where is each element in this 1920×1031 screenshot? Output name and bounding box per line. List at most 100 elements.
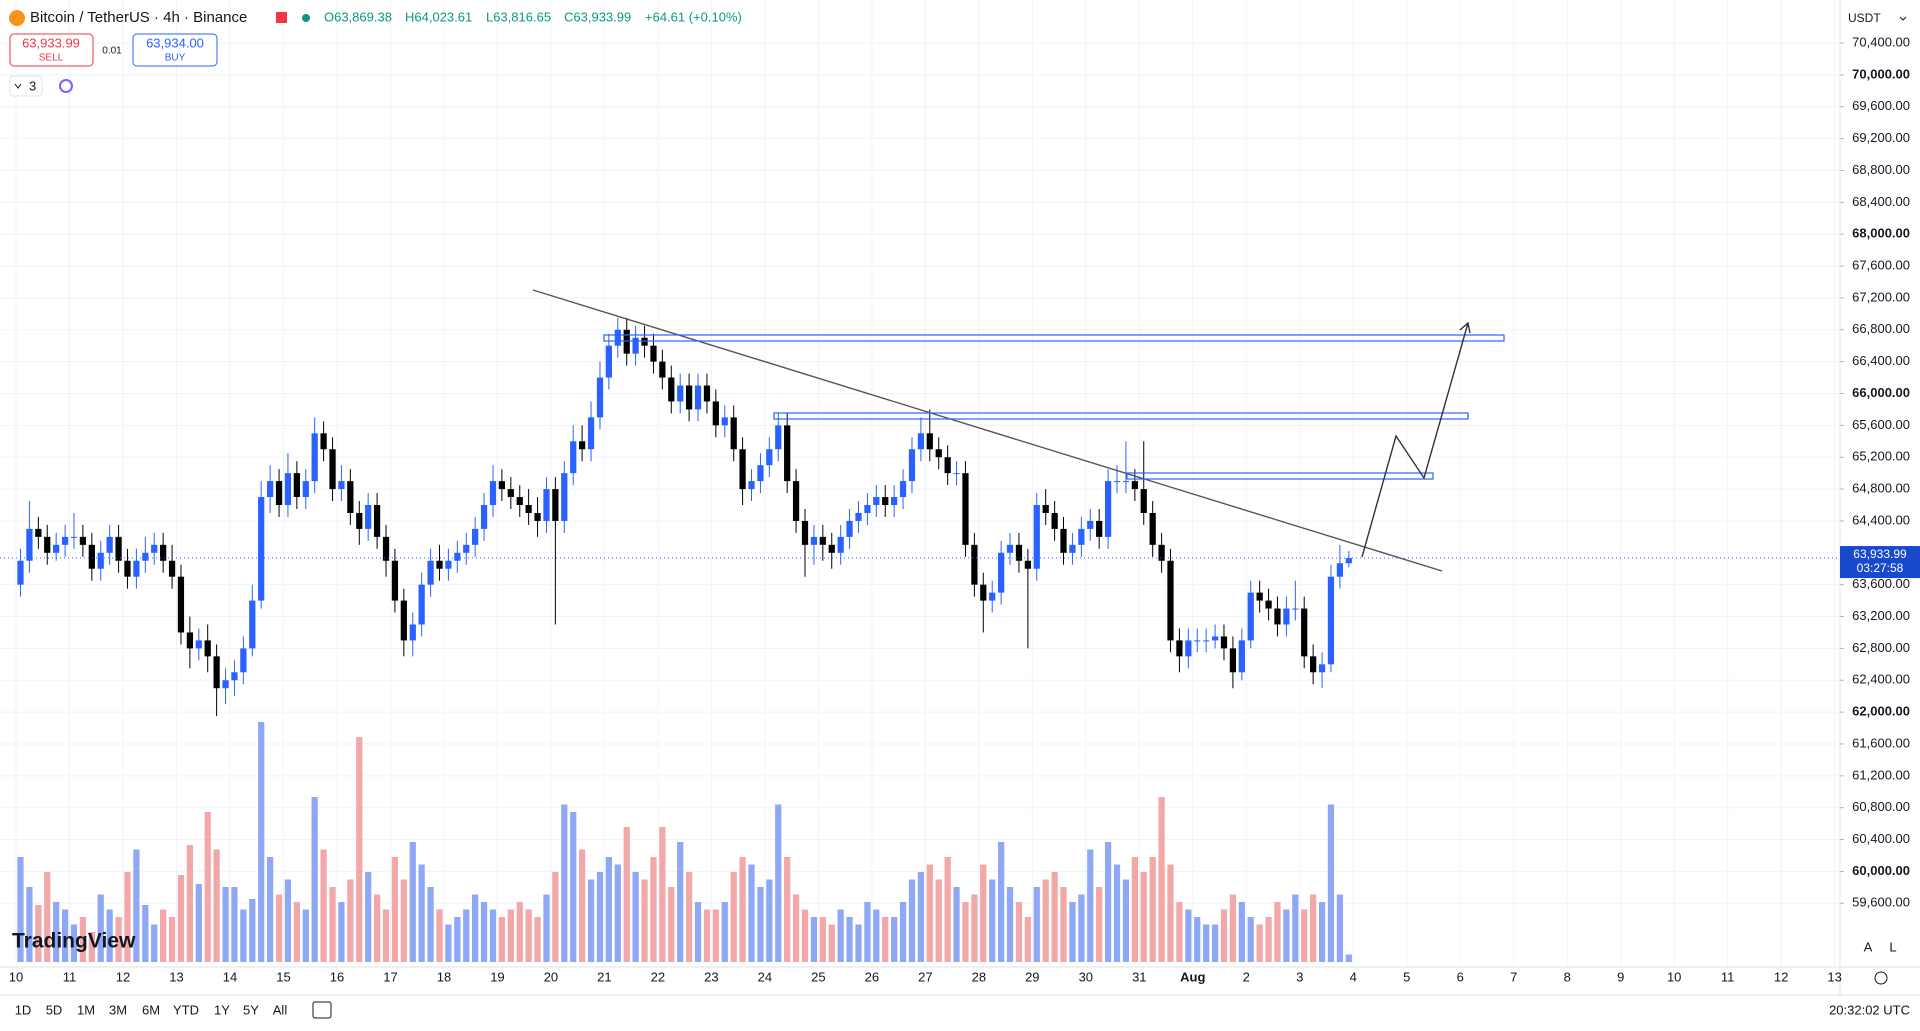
range-button[interactable]: YTD — [173, 1002, 199, 1017]
volume-bar — [1122, 879, 1130, 962]
y-tick-label: 65,600.00 — [1852, 417, 1910, 432]
y-tick-label: 59,600.00 — [1852, 895, 1910, 910]
candle-body — [1158, 544, 1165, 561]
volume-bar — [998, 842, 1005, 962]
candle-body — [88, 544, 95, 569]
range-button[interactable]: All — [273, 1002, 288, 1017]
volume-bar — [1051, 872, 1058, 962]
volume-bar — [177, 875, 185, 962]
volume-bar — [231, 887, 238, 962]
candle-body — [222, 680, 229, 689]
candle-body — [605, 345, 612, 378]
candle-body — [998, 552, 1005, 593]
candle-body — [1167, 560, 1174, 641]
range-button[interactable]: 1Y — [214, 1002, 230, 1017]
clock: 20:32:02 UTC — [1829, 1002, 1910, 1017]
candle-body — [632, 337, 639, 354]
candle-body — [1336, 563, 1344, 577]
candle-body — [365, 505, 372, 529]
candle-body — [177, 576, 185, 633]
candle-body — [650, 345, 657, 362]
range-button[interactable]: 6M — [142, 1002, 160, 1017]
auto-scale[interactable]: A — [1864, 939, 1873, 954]
volume-bar — [1194, 917, 1201, 962]
indicators-toggle[interactable] — [9, 75, 43, 97]
y-tick-label: 65,200.00 — [1852, 449, 1910, 464]
candle-body — [989, 592, 996, 601]
candle-body — [766, 449, 773, 466]
volume-bar — [1113, 864, 1121, 962]
sell-label[interactable]: SELL — [39, 53, 64, 64]
candle-body — [249, 600, 256, 649]
volume-bar — [1185, 909, 1192, 962]
buy-label[interactable]: BUY — [165, 53, 186, 64]
candle-body — [44, 536, 51, 553]
volume-bar — [891, 917, 898, 962]
candle-body — [525, 505, 532, 513]
settings-icon[interactable] — [1874, 971, 1888, 985]
volume-bar — [1176, 902, 1183, 962]
resistance-zone — [603, 334, 1505, 342]
candle-body — [516, 497, 523, 506]
y-tick-label: 70,400.00 — [1852, 34, 1910, 49]
loading-icon — [59, 79, 73, 93]
volume-bar — [1310, 894, 1317, 962]
sell-price[interactable]: 63,933.99 — [22, 35, 80, 50]
log-scale[interactable]: L — [1889, 939, 1896, 954]
candle-body — [971, 544, 978, 585]
volume-bar — [1078, 894, 1085, 962]
volume-bar — [1069, 902, 1076, 962]
volume-bar — [489, 909, 497, 962]
x-tick-label: 24 — [758, 969, 772, 984]
volume-bar — [971, 894, 978, 962]
volume-bar — [204, 812, 211, 962]
candle-body — [186, 632, 194, 649]
indicators-count[interactable]: 3 — [29, 78, 36, 93]
range-button[interactable]: 3M — [109, 1002, 127, 1017]
range-button[interactable]: 1D — [15, 1002, 32, 1017]
candle-body — [463, 544, 470, 553]
volume-bar — [748, 864, 755, 962]
y-tick-label: 61,600.00 — [1852, 735, 1910, 750]
volume-bar — [311, 797, 318, 962]
volume-bar — [35, 905, 42, 962]
volume-bar — [614, 864, 621, 962]
volume-bar — [578, 849, 586, 962]
currency[interactable]: USDT — [1848, 11, 1881, 25]
range-button[interactable]: 5D — [46, 1002, 63, 1017]
x-tick-label: 15 — [276, 969, 290, 984]
y-tick-label: 60,800.00 — [1852, 799, 1910, 814]
candle-body — [1140, 489, 1147, 513]
candle-body — [677, 385, 684, 402]
candle-body — [1256, 592, 1263, 601]
calendar-icon[interactable] — [312, 1001, 332, 1019]
currency-select[interactable] — [1843, 8, 1915, 30]
x-tick-label: 3 — [1296, 969, 1303, 984]
last-price-label: 63,933.99 — [1853, 547, 1907, 561]
volume-bar — [1158, 797, 1165, 962]
y-tick-label: 64,400.00 — [1852, 512, 1910, 527]
candle-body — [436, 560, 443, 569]
volume-bar — [1318, 902, 1326, 962]
candle-body — [284, 473, 292, 506]
volume-bar — [953, 887, 960, 962]
buy-price[interactable]: 63,934.00 — [146, 35, 204, 50]
x-tick-label: 26 — [865, 969, 879, 984]
buy-button[interactable] — [132, 33, 218, 67]
range-button[interactable]: 5Y — [243, 1002, 259, 1017]
sell-button[interactable] — [9, 33, 94, 67]
volume-bar — [570, 812, 577, 962]
x-tick-label: 13 — [1827, 969, 1841, 984]
volume-bar — [1274, 902, 1281, 962]
x-tick-label: 12 — [116, 969, 130, 984]
candle-body — [275, 481, 283, 506]
candle-body — [917, 433, 925, 450]
brand: TradingView — [12, 930, 136, 953]
candle-body — [596, 377, 604, 418]
volume-bar — [1238, 902, 1245, 962]
volume-bar — [472, 894, 479, 962]
range-button[interactable]: 1M — [77, 1002, 95, 1017]
volume-bar — [445, 924, 452, 962]
candle-body — [373, 505, 381, 537]
